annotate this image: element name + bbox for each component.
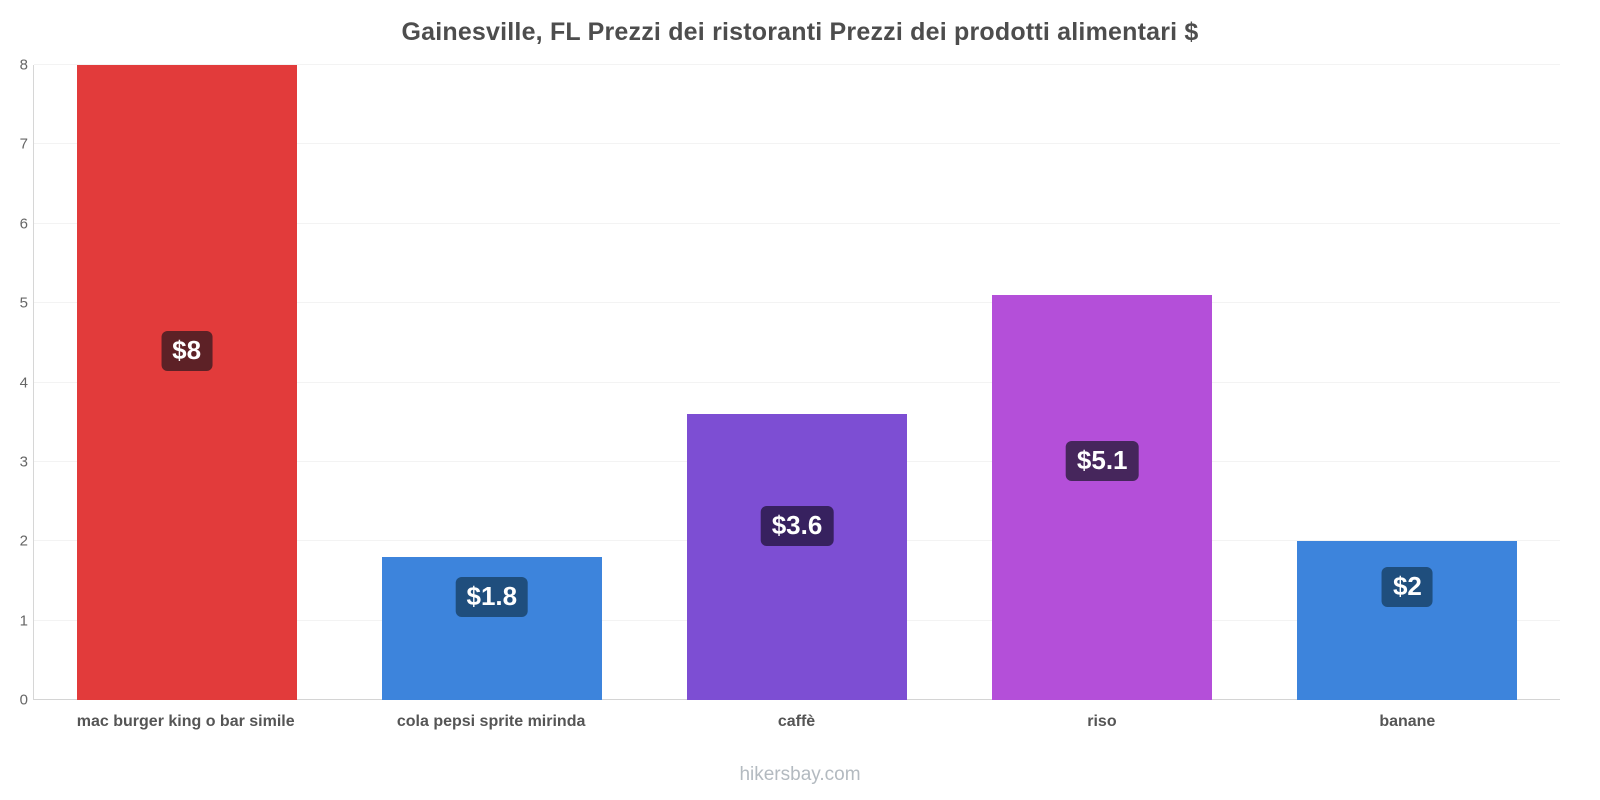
bar-value-badge: $1.8	[455, 577, 529, 618]
x-category-label: riso	[1087, 713, 1117, 730]
y-tick-label: 3	[19, 453, 28, 471]
y-tick-label: 1	[19, 612, 28, 630]
gridline	[34, 381, 1560, 383]
y-tick-label: 4	[19, 374, 28, 391]
bar-slot: $5.1	[950, 65, 1255, 700]
bar-2: $1.8	[381, 557, 602, 700]
bar-slot: $8	[34, 65, 339, 700]
gridline	[34, 302, 1560, 304]
y-tick-label: 5	[19, 294, 28, 312]
bar-5: $2	[1297, 541, 1518, 700]
gridline	[34, 64, 1560, 65]
bar-value-badge: $5.1	[1065, 441, 1139, 482]
x-category-label: mac burger king o bar simile	[76, 713, 295, 730]
bar-value-badge: $3.6	[760, 505, 834, 546]
y-tick-label: 0	[19, 691, 28, 709]
gridline	[34, 222, 1560, 224]
x-category-label: cola pepsi sprite mirinda	[396, 713, 586, 730]
bar-slot: $3.6	[644, 65, 949, 700]
bar-value-badge: $8	[161, 330, 213, 371]
bar-slot: $1.8	[339, 65, 644, 700]
y-tick-label: 6	[19, 215, 28, 233]
x-category-label: banane	[1379, 713, 1436, 730]
y-tick-label: 2	[19, 532, 28, 550]
plot-area: 0 1 2 3 4 5 6 7 8 $8 $1.8 $3.6 $5.1 $2	[20, 58, 1560, 708]
x-axis-labels: mac burger king o bar simile cola pepsi s…	[33, 713, 1560, 731]
watermark: hikersbay.com	[739, 764, 861, 785]
bar-value-badge: $2	[1381, 567, 1433, 608]
chart-title: Gainesville, FL Prezzi dei ristoranti Pr…	[401, 18, 1199, 46]
bars-container: $8 $1.8 $3.6 $5.1 $2	[34, 65, 1560, 700]
bar-1: $8	[76, 65, 297, 700]
gridline	[34, 143, 1560, 145]
bar-4: $5.1	[992, 295, 1213, 700]
bar-3: $3.6	[687, 414, 907, 700]
y-tick-label: 7	[19, 135, 28, 153]
x-category-label: caffè	[777, 713, 816, 730]
bar-slot: $2	[1255, 65, 1560, 700]
y-tick-label: 8	[19, 56, 28, 74]
